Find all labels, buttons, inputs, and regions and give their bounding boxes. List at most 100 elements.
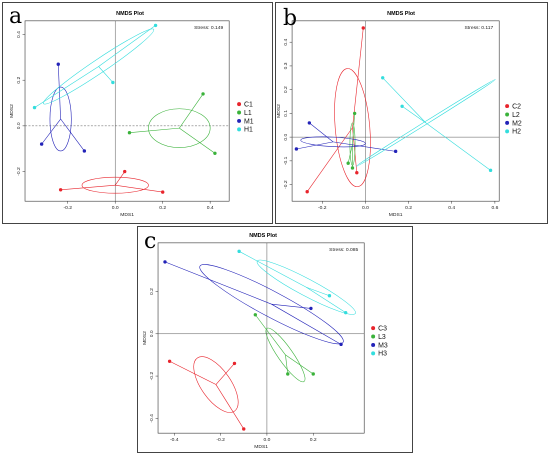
confidence-ellipse [43,28,155,105]
data-point [213,151,217,155]
legend-marker [371,334,376,339]
legend-label: M2 [512,120,522,127]
plot-frame [24,20,230,202]
nmds-chart: NMDS Plot Stress: 0.149 -0.2 0.0 0.2 0.4 -0.2 0… [9,11,254,218]
confidence-ellipse [148,108,211,148]
data-point [201,92,205,96]
x-tick-label: -0.2 [63,205,72,211]
data-point [355,171,359,175]
y-tick-label: 0.0 [16,122,22,129]
data-point [237,249,241,254]
series-c1 [58,169,165,194]
legend-label: L2 [512,112,520,119]
data-point [242,427,246,431]
legend-marker [505,104,510,109]
data-point [39,142,44,146]
data-point [32,105,37,110]
data-point [153,23,158,28]
spider-line [255,314,286,356]
data-point [309,306,313,311]
legend-label: H1 [244,127,253,134]
spider-line [352,27,364,128]
spider-line [271,303,311,309]
legend-marker [237,127,242,132]
legend-label: H2 [512,129,521,136]
series-l2 [346,111,357,170]
spider-line [306,286,330,297]
confidence-ellipse [49,86,72,152]
series-h2 [356,76,496,173]
x-tick-label: 0.0 [112,205,119,211]
x-tick-label: 0.2 [405,205,412,211]
x-tick-label: 0.2 [310,437,317,443]
spider-line [271,303,342,345]
spider-line [114,171,125,186]
nmds-chart: NMDS Plot Stress: 0.117 -0.2 0.0 0.2 0.4 0.6 -0… [276,11,522,218]
confidence-ellipse [300,136,366,148]
y-axis-label: MDS2 [142,331,148,345]
nmds-chart: NMDS Plot Stress: 0.085 -0.4 -0.2 0.0 0.2 -0.4… [142,233,388,450]
x-tick-label: 0.4 [448,205,455,211]
spider-line [309,122,334,143]
data-point [82,149,87,153]
x-axis-label: MDS1 [254,444,268,450]
data-point [311,372,315,376]
spider-line [115,184,163,193]
data-point [253,313,258,317]
series-h1 [32,23,158,110]
legend-marker [371,351,376,356]
plot-frame [291,20,500,202]
stress-label: Stress: 0.117 [465,25,494,31]
data-point [400,104,404,108]
data-point [111,80,115,85]
y-tick-label: -0.2 [149,372,155,381]
legend-marker [505,112,510,117]
y-tick-label: 0.4 [283,39,289,46]
data-point [488,168,493,173]
data-point [294,147,299,151]
spider-line [215,363,235,385]
data-point [232,361,237,366]
spider-line [382,77,427,124]
data-point [350,166,355,170]
data-point [286,372,290,376]
y-tick-label: 0.2 [149,288,155,295]
y-axis-label: MDS2 [9,104,15,118]
chart-title: NMDS Plot [249,233,277,239]
legend-label: L1 [244,110,252,117]
panel-letter: c [144,229,157,254]
data-point [393,149,398,154]
legend-marker [371,342,376,347]
y-tick-label: 0.2 [16,77,22,84]
y-axis-label: MDS2 [276,104,282,118]
data-point [307,121,312,125]
nmds-panel-b: b NMDS Plot Stress: 0.117 -0.2 0.0 0.2 0.4 0.6… [275,2,548,224]
spider-line [179,127,216,154]
data-point [339,342,343,347]
spider-line [179,93,204,129]
spider-line [60,118,85,152]
data-point [163,260,167,264]
panel-letter: a [9,4,23,29]
legend-marker [237,102,242,107]
data-point [352,111,357,116]
data-point [127,131,132,135]
legend-label: M3 [378,342,388,349]
y-tick-label: 0.0 [149,330,155,337]
series-m1 [39,62,87,153]
legend-marker [237,118,242,123]
spider-line [41,118,61,145]
spider-line [238,251,307,288]
y-tick-label: -0.4 [149,414,155,423]
legend-label: M1 [244,118,254,125]
x-tick-label: -0.2 [318,205,327,211]
y-tick-label: 0.0 [283,133,289,140]
data-point [361,26,365,30]
series-m3 [163,260,344,347]
spider-line [296,141,334,150]
confidence-ellipse [265,327,306,383]
confidence-ellipse [193,356,239,413]
stress-label: Stress: 0.149 [194,25,223,31]
legend-marker [505,129,510,134]
spider-line [164,261,272,305]
